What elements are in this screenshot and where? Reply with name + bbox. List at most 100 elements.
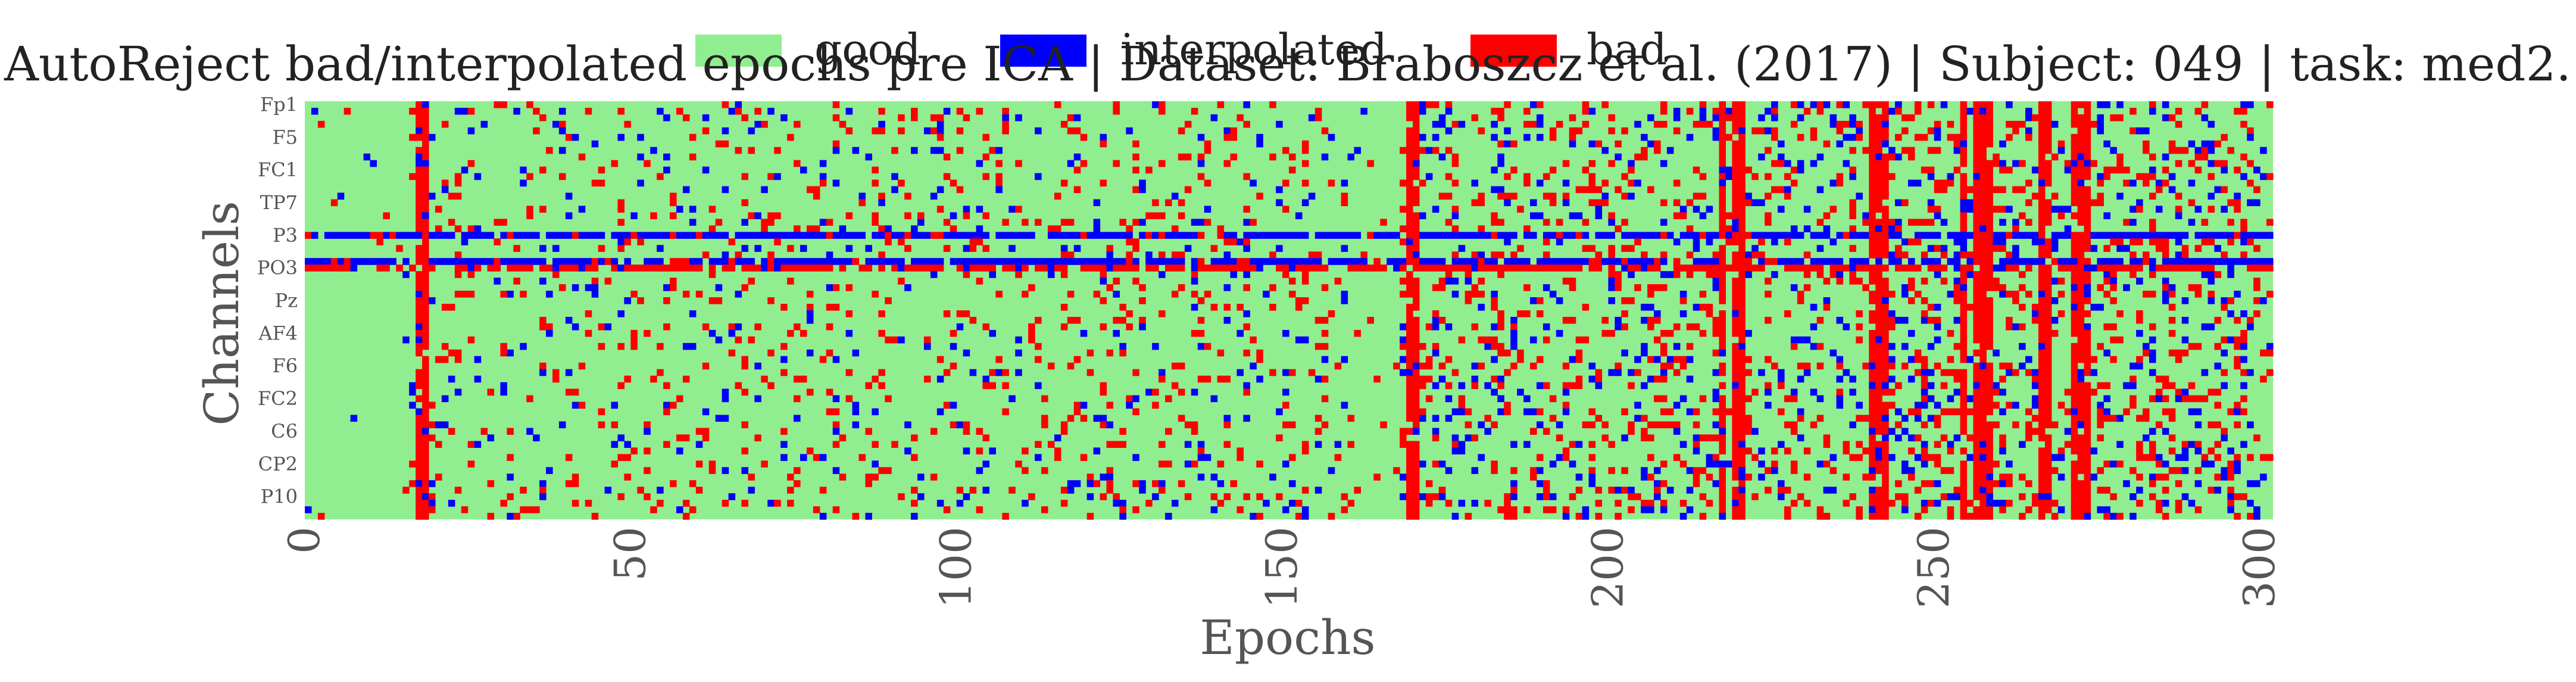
heatmap-cell-bad	[2044, 434, 2052, 441]
heatmap-cell-bad	[1412, 153, 1420, 161]
heatmap-cell-bad	[2116, 336, 2124, 344]
heatmap-cell-bad	[741, 500, 748, 507]
heatmap-cell-interpolated	[1999, 232, 2006, 239]
heatmap-cell-interpolated	[1588, 375, 1596, 383]
heatmap-cell-interpolated	[461, 166, 469, 174]
heatmap-cell-bad	[1875, 467, 1882, 474]
heatmap-cell-bad	[1738, 408, 1746, 416]
heatmap-cell-bad	[1060, 264, 1068, 272]
heatmap-cell-bad	[1204, 179, 1211, 187]
heatmap-cell-bad	[1575, 186, 1583, 194]
heatmap-cell-interpolated	[911, 225, 918, 232]
heatmap-cell-bad	[1497, 382, 1504, 390]
heatmap-cell-interpolated	[1295, 212, 1303, 220]
heatmap-cell-interpolated	[1901, 316, 1909, 324]
heatmap-cell-interpolated	[2162, 297, 2169, 304]
heatmap-cell-interpolated	[2266, 258, 2274, 265]
heatmap-cell-interpolated	[1615, 369, 1622, 376]
heatmap-cell-bad	[2071, 513, 2078, 520]
heatmap-cell-bad	[832, 421, 840, 429]
heatmap-cell-bad	[1660, 349, 1668, 357]
heatmap-cell-interpolated	[865, 153, 872, 161]
heatmap-cell-interpolated	[1139, 480, 1146, 487]
heatmap-cell-bad	[1849, 147, 1856, 154]
heatmap-cell-bad	[1901, 127, 1909, 135]
heatmap-cell-bad	[1732, 434, 1739, 441]
heatmap-cell-interpolated	[2019, 232, 2026, 239]
heatmap-cell-bad	[422, 500, 429, 507]
heatmap-cell-bad	[1823, 441, 1831, 448]
heatmap-cell-interpolated	[936, 375, 944, 383]
heatmap-cell-bad	[2057, 264, 2065, 272]
heatmap-cell-bad	[1582, 219, 1590, 226]
heatmap-cell-bad	[598, 166, 605, 174]
heatmap-cell-bad	[422, 114, 429, 122]
heatmap-cell-interpolated	[624, 232, 631, 239]
heatmap-cell-bad	[1100, 421, 1107, 429]
heatmap-cell-interpolated	[722, 232, 729, 239]
heatmap-cell-bad	[2201, 264, 2209, 272]
heatmap-cell-bad	[1230, 264, 1238, 272]
heatmap-cell-bad	[422, 474, 429, 481]
heatmap-cell-bad	[1947, 467, 1954, 474]
heatmap-cell-interpolated	[487, 434, 495, 441]
heatmap-cell-bad	[617, 245, 625, 252]
heatmap-cell-bad	[1412, 173, 1420, 180]
heatmap-cell-interpolated	[2149, 369, 2156, 376]
heatmap-cell-bad	[422, 441, 429, 448]
heatmap-cell-bad	[1790, 101, 1798, 108]
heatmap-cell-interpolated	[1504, 238, 1511, 245]
heatmap-cell-interpolated	[1504, 232, 1511, 239]
heatmap-cell-interpolated	[728, 493, 736, 500]
heatmap-cell-bad	[1100, 323, 1107, 331]
heatmap-cell-bad	[1882, 441, 1889, 448]
heatmap-cell-bad	[2077, 245, 2085, 252]
heatmap-cell-interpolated	[1093, 232, 1101, 239]
heatmap-cell-interpolated	[1888, 375, 1896, 383]
heatmap-cell-bad	[682, 291, 690, 298]
heatmap-cell-bad	[1732, 428, 1739, 435]
heatmap-cell-interpolated	[663, 232, 670, 239]
heatmap-cell-bad	[1497, 316, 1504, 324]
heatmap-cell-bad	[1067, 316, 1075, 324]
heatmap-cell-bad	[2234, 316, 2241, 324]
heatmap-cell-interpolated	[2188, 140, 2196, 148]
heatmap-cell-bad	[1601, 421, 1609, 429]
heatmap-cell-bad	[1849, 225, 1856, 232]
heatmap-cell-bad	[1106, 401, 1114, 409]
heatmap-cell-bad	[1979, 310, 1987, 317]
heatmap-cell-bad	[1491, 219, 1498, 226]
heatmap-cell-bad	[1960, 147, 1968, 154]
heatmap-cell-interpolated	[826, 251, 833, 259]
heatmap-cell-bad	[2130, 107, 2137, 115]
heatmap-cell-interpolated	[722, 186, 729, 194]
heatmap-cell-interpolated	[1432, 349, 1440, 357]
heatmap-cell-interpolated	[2051, 205, 2059, 213]
heatmap-cell-bad	[2227, 487, 2234, 494]
heatmap-cell-interpolated	[1647, 140, 1654, 148]
heatmap-cell-interpolated	[494, 278, 501, 285]
heatmap-cell-bad	[1738, 153, 1746, 161]
heatmap-cell-bad	[878, 264, 885, 272]
heatmap-cell-bad	[715, 297, 723, 304]
heatmap-cell-bad	[1425, 375, 1433, 383]
heatmap-cell-bad	[1986, 460, 1993, 468]
heatmap-cell-bad	[878, 192, 885, 200]
heatmap-cell-bad	[2149, 395, 2156, 403]
heatmap-cell-bad	[1419, 147, 1426, 154]
heatmap-cell-bad	[2025, 369, 2032, 376]
heatmap-cell-bad	[1628, 166, 1635, 174]
heatmap-cell-interpolated	[1536, 467, 1544, 474]
heatmap-cell-bad	[1745, 232, 1752, 239]
heatmap-cell-bad	[1934, 186, 1941, 194]
heatmap-cell-interpolated	[585, 258, 592, 265]
heatmap-cell-interpolated	[1152, 258, 1159, 265]
heatmap-cell-interpolated	[657, 232, 664, 239]
heatmap-cell-interpolated	[1015, 232, 1022, 239]
heatmap-cell-bad	[1132, 369, 1139, 376]
heatmap-cell-bad	[1836, 388, 1844, 396]
heatmap-cell-bad	[1712, 323, 1720, 331]
heatmap-cell-bad	[774, 147, 781, 154]
heatmap-cell-bad	[2025, 480, 2032, 487]
heatmap-cell-interpolated	[1849, 133, 1856, 141]
